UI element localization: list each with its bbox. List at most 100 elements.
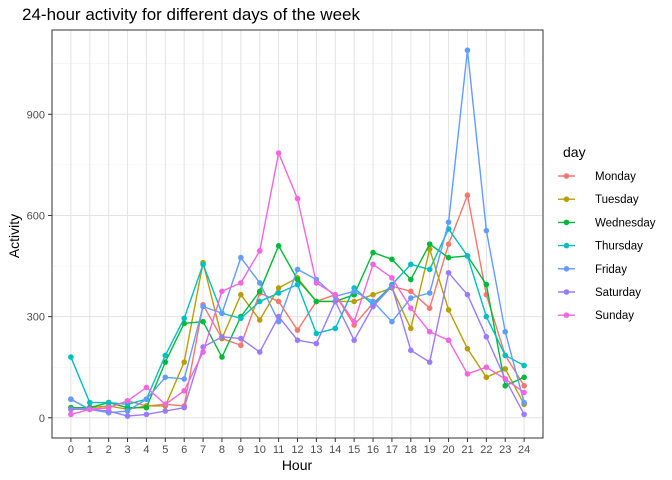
data-point [502, 328, 509, 335]
data-point [464, 253, 471, 259]
data-point [105, 399, 112, 406]
data-point [275, 290, 282, 296]
data-point [86, 406, 93, 413]
data-point [86, 399, 93, 406]
legend-key-point [563, 219, 570, 226]
legend-label: Saturday [595, 287, 641, 299]
legend-item-tuesday: Tuesday [558, 194, 639, 206]
data-point [408, 295, 414, 301]
data-point [408, 305, 414, 311]
data-point [464, 345, 471, 352]
data-point [162, 408, 169, 414]
x-tick-label: 2 [106, 444, 112, 456]
data-point [426, 305, 433, 311]
data-point [238, 280, 244, 286]
y-tick-label: 300 [27, 312, 45, 324]
data-point [256, 288, 263, 295]
legend-label: Tuesday [595, 194, 639, 206]
y-tick-label: 0 [39, 413, 45, 425]
data-point [389, 275, 395, 281]
data-point [294, 281, 301, 288]
data-point [408, 276, 414, 283]
data-point [389, 318, 395, 325]
data-point [464, 371, 471, 377]
data-point [502, 352, 509, 359]
data-point [445, 269, 452, 276]
data-point [408, 261, 414, 268]
data-point [294, 276, 301, 283]
data-point [313, 330, 320, 337]
data-point [124, 408, 131, 414]
data-point [313, 340, 320, 347]
legend-label: Thursday [595, 241, 643, 253]
data-point [464, 192, 471, 199]
data-point [219, 334, 225, 340]
x-tick-label: 18 [405, 444, 417, 456]
legend-key-point [563, 173, 570, 179]
legend-label: Wednesday [595, 217, 656, 229]
data-point [408, 347, 414, 354]
legend: day Monday Tuesday Wednesday Thursday Friday… [558, 144, 656, 322]
x-tick-label: 16 [367, 444, 379, 456]
legend-key-point [563, 312, 570, 319]
data-point [275, 243, 282, 249]
x-tick-label: 23 [499, 444, 511, 456]
data-point [238, 291, 244, 298]
x-tick-label: 14 [329, 444, 341, 456]
data-point [162, 374, 169, 381]
data-point [162, 359, 169, 365]
x-tick-label: 3 [124, 444, 130, 456]
data-point [332, 325, 339, 332]
data-point [502, 376, 509, 382]
data-point [68, 354, 74, 360]
legend-key-point [563, 266, 570, 272]
data-point [200, 349, 206, 355]
data-point [275, 285, 282, 291]
data-point [483, 313, 490, 320]
data-point [389, 283, 395, 290]
data-point [68, 406, 74, 413]
data-point [521, 382, 527, 389]
data-point [275, 313, 282, 320]
data-point [426, 266, 433, 273]
data-point [219, 310, 225, 317]
data-point [521, 399, 527, 406]
data-point [483, 374, 490, 381]
data-point [464, 47, 471, 54]
data-point [332, 298, 339, 305]
data-point [389, 256, 395, 263]
legend-label: Monday [595, 171, 636, 183]
data-point [483, 227, 490, 234]
data-point [143, 396, 150, 403]
legend-title: day [563, 144, 586, 160]
data-point [351, 298, 357, 305]
x-tick-label: 10 [254, 444, 266, 456]
chart-title: 24-hour activity for different days of t… [22, 5, 360, 24]
plot-panel [51, 29, 544, 439]
data-point [275, 298, 282, 305]
x-tick-label: 8 [219, 444, 225, 456]
legend-item-saturday: Saturday [558, 287, 641, 299]
data-point [162, 401, 169, 408]
data-point [332, 291, 339, 298]
data-point [181, 376, 187, 382]
data-point [370, 261, 376, 268]
data-point [370, 298, 376, 305]
series-thursday [68, 226, 527, 408]
data-point [256, 298, 263, 305]
data-point [445, 219, 452, 225]
data-point [143, 384, 150, 391]
x-tick-label: 22 [480, 444, 492, 456]
data-point [408, 288, 414, 295]
x-tick-label: 1 [87, 444, 93, 456]
data-point [256, 317, 263, 323]
x-tick-label: 13 [310, 444, 322, 456]
x-tick-label: 15 [348, 444, 360, 456]
x-tick-label: 11 [273, 444, 284, 456]
x-tick-label: 24 [518, 444, 530, 456]
data-point [238, 342, 244, 349]
x-tick-label: 9 [238, 444, 244, 456]
data-point [68, 411, 74, 418]
y-axis-ticks: 0 300 600 900 [27, 109, 52, 425]
